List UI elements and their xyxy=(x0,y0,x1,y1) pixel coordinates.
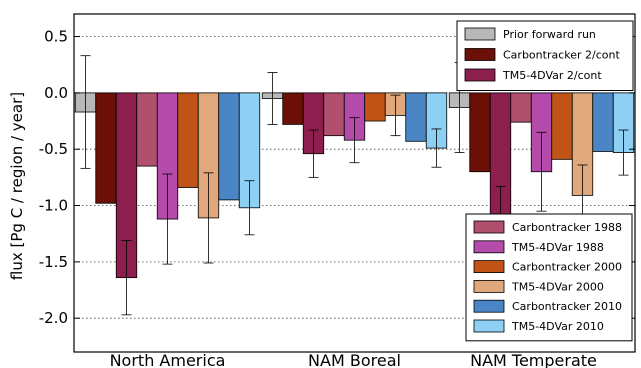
legend-swatch xyxy=(464,68,496,82)
plot-frame xyxy=(73,13,636,353)
bar xyxy=(592,92,614,152)
legend-swatch xyxy=(473,279,505,293)
bar xyxy=(405,92,427,142)
legend-entry: TM5-4DVar 2000 xyxy=(511,280,604,293)
bar xyxy=(218,92,240,201)
y-tick-label: -1.0 xyxy=(39,197,68,215)
bars xyxy=(74,92,635,279)
x-category-label: NAM Boreal xyxy=(308,351,401,368)
y-axis-label: flux [Pg C / region / year] xyxy=(8,92,26,280)
bar xyxy=(469,92,491,173)
bar xyxy=(323,92,345,137)
y-tick-label: -2.0 xyxy=(39,309,68,327)
y-tick-label: -1.5 xyxy=(39,253,68,271)
legend-swatch xyxy=(473,220,505,234)
legend-swatch xyxy=(473,260,505,274)
legend-swatch xyxy=(473,299,505,313)
legend-bottom: Carbontracker 1988 TM5-4DVar 1988 Carbontr… xyxy=(465,213,633,342)
bar xyxy=(551,92,573,160)
bar xyxy=(95,92,117,204)
legend-swatch xyxy=(464,27,496,41)
legend-entry: Prior forward run xyxy=(503,28,596,41)
legend-swatch xyxy=(464,48,496,61)
legend-entry: Carbontracker 2010 xyxy=(512,300,622,313)
bar xyxy=(510,92,532,123)
x-axis-labels: North America NAM Boreal NAM Temperate xyxy=(110,351,597,368)
legend-entry: TM5-4DVar 2/cont xyxy=(502,69,602,82)
y-tick-label: 0.5 xyxy=(44,28,68,46)
legend-entry: TM5-4DVar 1988 xyxy=(511,241,604,254)
x-category-label: North America xyxy=(110,351,226,368)
legend-swatch xyxy=(473,240,505,254)
bar xyxy=(364,92,386,122)
legend-entry: Carbontracker 1988 xyxy=(512,221,622,234)
bar xyxy=(136,92,158,167)
x-category-label: NAM Temperate xyxy=(470,351,597,368)
legend-entry: TM5-4DVar 2010 xyxy=(511,320,604,333)
legend-top: Prior forward run Carbontracker 2/cont TM5… xyxy=(456,20,634,91)
y-tick-label: -0.5 xyxy=(39,140,68,158)
legend-entry: Carbontracker 2000 xyxy=(512,261,622,274)
bar xyxy=(177,92,199,188)
y-tick-label: 0.0 xyxy=(44,84,68,102)
legend-entry: Carbontracker 2/cont xyxy=(503,49,620,62)
bar xyxy=(282,92,304,125)
legend-swatch xyxy=(473,319,505,333)
